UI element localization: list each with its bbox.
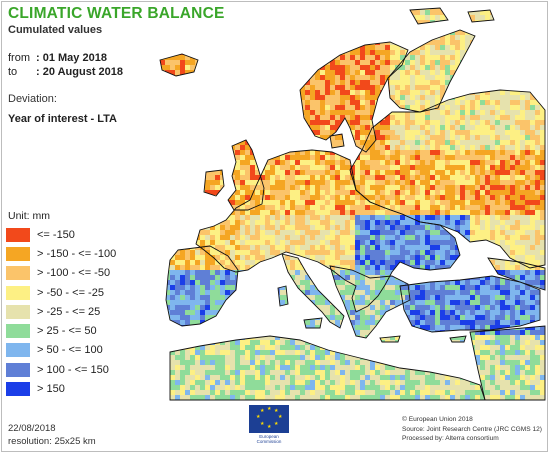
legend-label: <= -150 <box>37 228 75 241</box>
european-commission-logo: ★ ★ ★ ★ ★ ★ ★ ★ European Commission <box>247 405 291 447</box>
map-title: CLIMATIC WATER BALANCE <box>8 5 225 22</box>
credit-copyright: © European Union 2018 <box>402 416 473 423</box>
legend-label: > -150 - <= -100 <box>37 247 117 260</box>
from-label: from <box>8 52 30 64</box>
issue-date: 22/08/2018 <box>8 423 56 434</box>
legend-item: > -25 - <= 25 <box>6 302 146 321</box>
legend-label: > -25 - <= 25 <box>37 305 101 318</box>
legend-item: > -100 - <= -50 <box>6 264 146 283</box>
legend-label: > 100 - <= 150 <box>37 363 109 376</box>
legend-label: > 50 - <= 100 <box>37 344 103 357</box>
legend-item: > -50 - <= -25 <box>6 283 146 302</box>
legend-item: > 50 - <= 100 <box>6 341 146 360</box>
period-from: from : 01 May 2018 <box>8 52 107 64</box>
legend-item: > 25 - <= 50 <box>6 321 146 340</box>
legend-item: > 100 - <= 150 <box>6 360 146 379</box>
legend-swatch <box>6 304 30 319</box>
credit-source: Source: Joint Research Centre (JRC CGMS … <box>402 425 542 433</box>
period-to: to : 20 August 2018 <box>8 66 123 78</box>
legend-swatch <box>6 362 30 377</box>
legend-label: > -50 - <= -25 <box>37 286 104 299</box>
legend-swatch <box>6 382 30 397</box>
legend-swatch <box>6 343 30 358</box>
legend-item: > -150 - <= -100 <box>6 244 146 263</box>
from-date: : 01 May 2018 <box>36 52 107 64</box>
to-date: : 20 August 2018 <box>36 66 124 78</box>
legend-swatch <box>6 227 30 242</box>
legend-swatch <box>6 324 30 339</box>
eu-flag-icon: ★ ★ ★ ★ ★ ★ ★ ★ <box>249 405 289 433</box>
legend-label: > 150 <box>37 383 65 396</box>
legend-label: > -100 - <= -50 <box>37 267 111 280</box>
credit-processed: Processed by: Alterra consortium <box>402 435 499 442</box>
credits: © European Union 2018 Source: Joint Rese… <box>402 415 542 444</box>
map-subtitle: Cumulated values <box>8 24 103 36</box>
europe-water-balance-map <box>159 7 546 401</box>
legend-items: <= -150 > -150 - <= -100 > -100 - <= -50 > … <box>6 225 146 399</box>
deviation-value: Year of interest - LTA <box>8 113 118 125</box>
legend-item: <= -150 <box>6 225 146 244</box>
legend-unit: Unit: mm <box>8 210 50 222</box>
legend-swatch <box>6 246 30 261</box>
to-label: to <box>8 66 18 78</box>
legend-swatch <box>6 266 30 281</box>
legend: Unit: mm <= -150 > -150 - <= -100 > -100 -… <box>6 210 146 399</box>
legend-label: > 25 - <= 50 <box>37 325 97 338</box>
deviation-label: Deviation: <box>8 93 57 105</box>
legend-swatch <box>6 285 30 300</box>
resolution-note: resolution: 25x25 km <box>8 436 96 447</box>
eu-logo-text: European Commission <box>256 434 282 444</box>
legend-item: > 150 <box>6 379 146 398</box>
